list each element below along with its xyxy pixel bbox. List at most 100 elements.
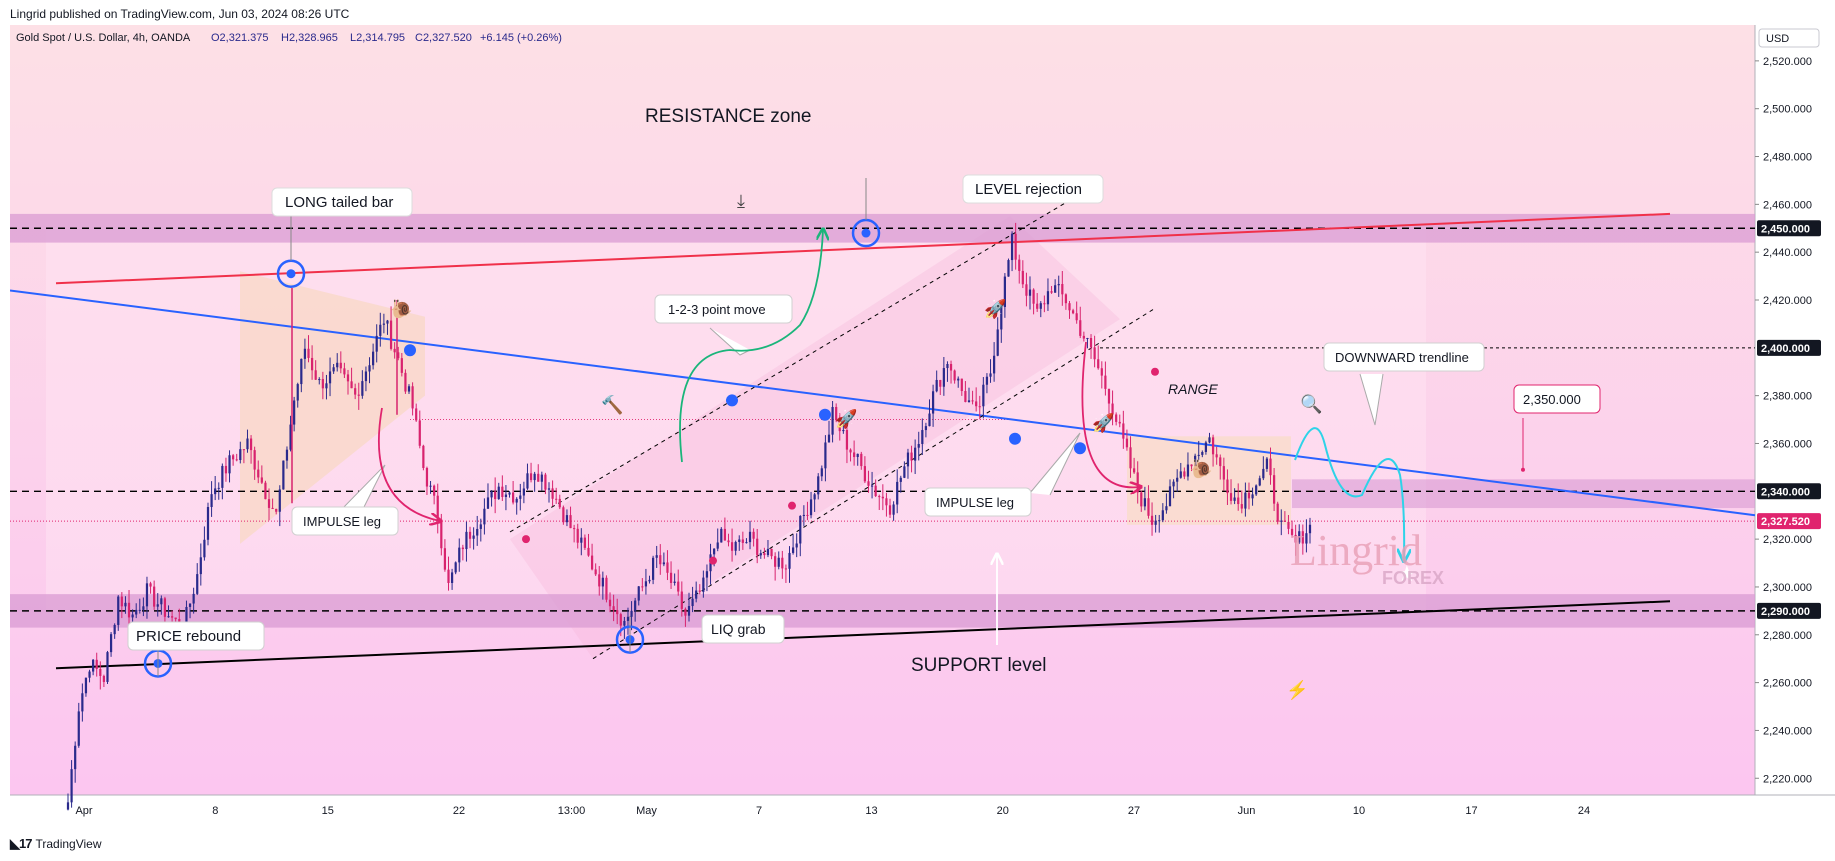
candle-body <box>1050 291 1053 293</box>
candle-body <box>325 383 328 389</box>
pink-dot-3 <box>1151 367 1159 376</box>
long-tailed-label: LONG tailed bar <box>285 194 393 211</box>
candle-body <box>84 677 88 694</box>
trendline-touch-3 <box>1009 432 1021 445</box>
candle-body <box>630 610 633 617</box>
candle-body <box>1028 289 1032 296</box>
candle-body <box>486 497 490 509</box>
candle-body <box>415 408 418 421</box>
currency-box[interactable] <box>1758 28 1820 48</box>
candle-body <box>1075 313 1078 321</box>
candle-body <box>677 581 680 592</box>
ohlc-high: H2,328.965 <box>281 32 338 44</box>
y-tick-label: 2,360.000 <box>1763 438 1812 450</box>
ohlc-open: O2,321.375 <box>211 32 269 44</box>
candle-body <box>1211 437 1215 455</box>
publisher-line: Lingrid published on TradingView.com, Ju… <box>10 7 350 21</box>
candle-body <box>1032 289 1035 304</box>
candle-body <box>411 386 414 409</box>
candle-body <box>346 374 350 382</box>
candle-body <box>853 452 856 458</box>
y-tick-label: 2,220.000 <box>1763 773 1812 785</box>
candle-body <box>1258 478 1261 486</box>
candle-body <box>1140 492 1143 507</box>
candle-body <box>1280 520 1283 522</box>
candle-body <box>914 447 917 461</box>
candle-body <box>1061 283 1064 295</box>
candle-body <box>684 608 687 616</box>
candle-body <box>1089 338 1093 348</box>
candle-body <box>860 453 863 467</box>
candle-body <box>713 548 716 555</box>
chart-area[interactable]: Gold Spot / U.S. Dollar, 4h, OANDA O2,32… <box>10 25 1835 830</box>
snail-icon-1: 🐌 <box>390 299 412 319</box>
candle-body <box>1068 303 1071 311</box>
candle-body <box>199 557 202 575</box>
candle-body <box>476 528 479 536</box>
candle-body <box>1039 303 1042 309</box>
candle-body <box>372 351 375 366</box>
candle-body <box>228 455 231 474</box>
candle-body <box>651 557 655 580</box>
candle-body <box>867 481 870 486</box>
candle-body <box>494 491 497 500</box>
candle-body <box>149 583 152 587</box>
candle-body <box>1305 533 1308 544</box>
candle-body <box>368 365 371 372</box>
candle-body <box>935 379 938 392</box>
candle-body <box>989 373 992 377</box>
candle-body <box>214 488 217 495</box>
candle-body <box>400 358 403 373</box>
candle-body <box>300 358 303 385</box>
candle-body <box>1071 310 1075 314</box>
rocket-icon-3: 🚀 <box>1092 412 1114 433</box>
candle-body <box>849 449 852 453</box>
x-tick-label: May <box>636 805 657 817</box>
candle-body <box>1168 486 1172 507</box>
candle-body <box>845 429 849 450</box>
candle-body <box>1197 454 1200 456</box>
x-tick-label: Jun <box>1238 805 1256 817</box>
candle-body <box>881 496 884 499</box>
candle-body <box>1158 520 1161 522</box>
candle-body <box>1240 504 1243 509</box>
candle-body <box>458 547 461 563</box>
candle-body <box>382 323 385 325</box>
candle-body <box>1010 233 1014 261</box>
candle-body <box>465 531 468 550</box>
candle-body <box>1036 303 1039 309</box>
candle-body <box>1290 528 1294 535</box>
candle-body <box>716 542 719 549</box>
candle-body <box>74 745 77 770</box>
price-tag-bg <box>1757 513 1821 530</box>
candle-body <box>1233 497 1236 501</box>
candle-body <box>1215 454 1218 458</box>
footer-brand[interactable]: ◣17 TradingView <box>10 836 102 852</box>
candle-body <box>418 420 421 446</box>
candle-body <box>328 371 332 384</box>
price-axis <box>1755 25 1835 795</box>
candle-body <box>720 528 723 543</box>
candle-body <box>949 364 953 371</box>
candle-body <box>404 372 407 392</box>
x-tick-label: 20 <box>997 805 1009 817</box>
downward-label: DOWNWARD trendline <box>1335 350 1469 365</box>
x-tick-label: 15 <box>322 805 334 817</box>
candle-body <box>687 606 691 616</box>
candle-body <box>1086 338 1089 340</box>
candle-body <box>1283 520 1286 522</box>
candle-body <box>982 384 985 407</box>
candle-body <box>587 547 590 556</box>
candle-body <box>267 499 271 508</box>
candle-body <box>802 514 805 516</box>
candle-body <box>375 335 378 352</box>
candle-body <box>1093 347 1096 360</box>
candle-body <box>440 519 443 549</box>
price-chart[interactable]: Gold Spot / U.S. Dollar, 4h, OANDA O2,32… <box>10 25 1835 830</box>
candle-body <box>1194 455 1197 467</box>
candle-body <box>659 555 662 565</box>
candle-body <box>921 430 924 444</box>
price-tag-label: 2,327.520 <box>1761 516 1810 528</box>
candle-body <box>336 362 339 368</box>
magnifier-icon: 🔍 <box>1300 392 1322 414</box>
